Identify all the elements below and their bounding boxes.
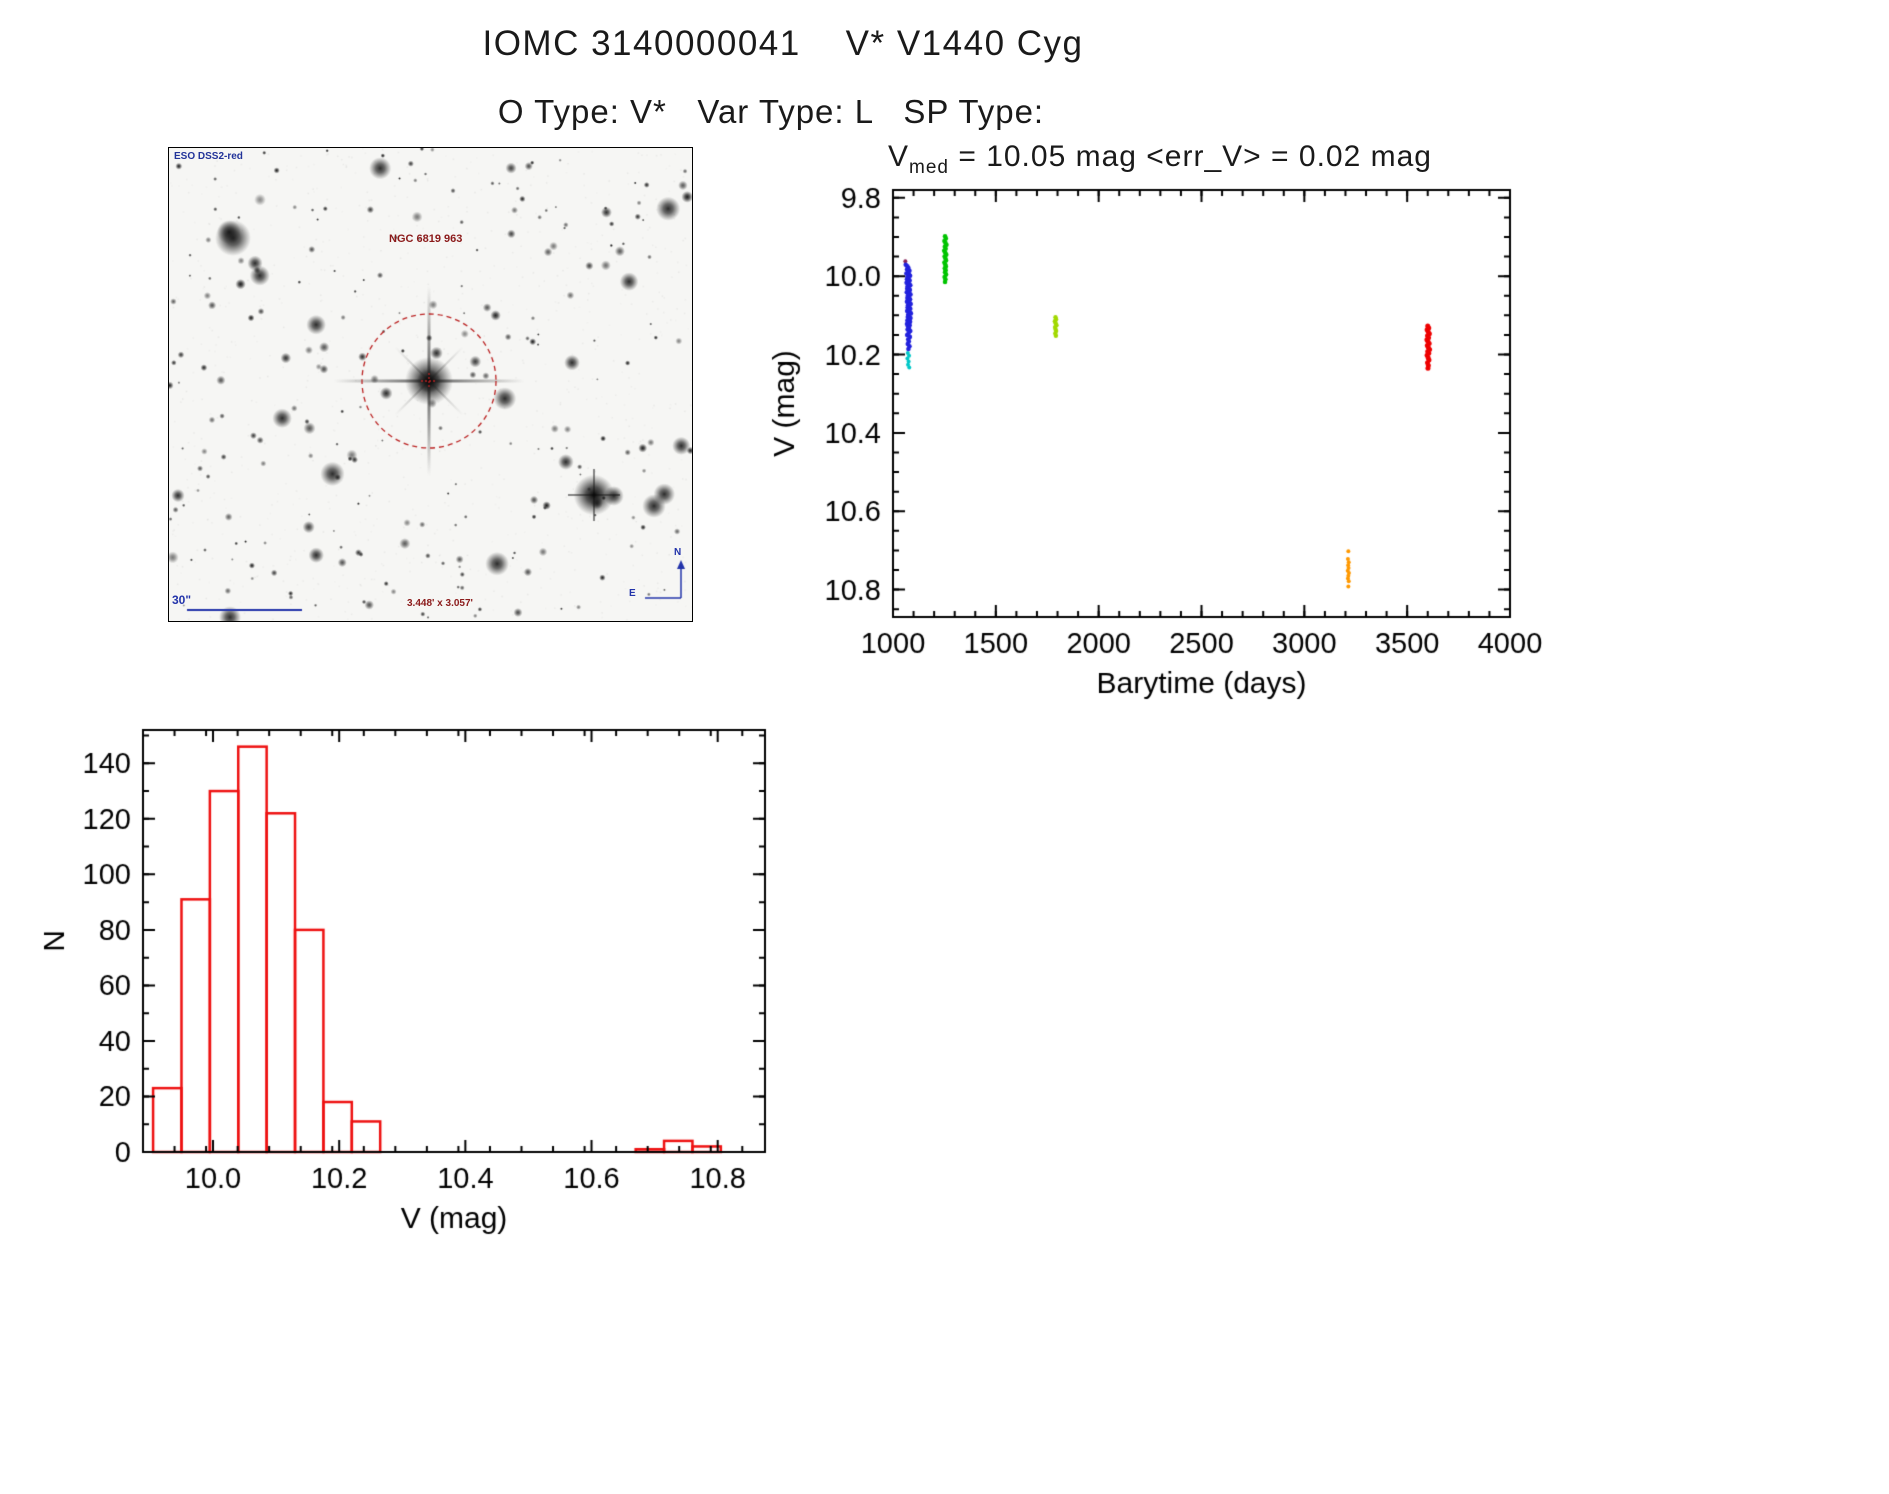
lightcurve-panel: Vmed = 10.05 mag <err_V> = 0.02 mag [760, 140, 1560, 710]
field-of-view-label: 3.448' x 3.057' [407, 598, 473, 609]
compass-east-label: E [629, 588, 636, 599]
finder-chart: ESO DSS2-red NGC 6819 963 30" 3.448' x 3… [168, 147, 693, 622]
survey-label: ESO DSS2-red [174, 151, 243, 162]
finder-chart-image [169, 148, 692, 621]
histogram-panel [30, 700, 830, 1270]
scale-bar-label: 30" [172, 593, 192, 607]
compass-north-label: N [674, 547, 682, 558]
histogram-plot [30, 700, 830, 1270]
page-title: IOMC 3140000041 V* V1440 Cyg [482, 24, 1084, 63]
object-type-subtitle: O Type: V* Var Type: L SP Type: [497, 93, 1045, 130]
lightcurve-plot [760, 140, 1560, 710]
object-id-label: NGC 6819 963 [389, 233, 463, 245]
